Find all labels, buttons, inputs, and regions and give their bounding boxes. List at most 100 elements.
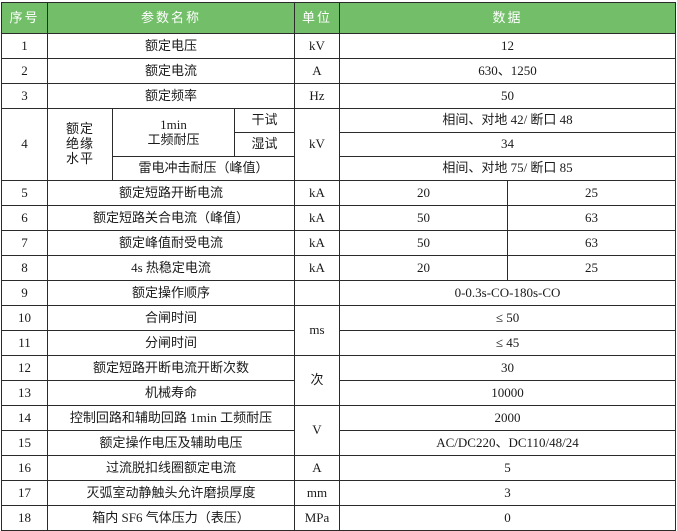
row-unit: kV <box>294 33 340 59</box>
header-row: 序号 参数名称 单位 数据 <box>1 2 677 34</box>
row-data-a: 50 <box>339 230 508 256</box>
row-unit: MPa <box>294 505 340 531</box>
row-unit: A <box>294 58 340 84</box>
insulation-level-label: 额定 绝缘 水平 <box>47 108 113 181</box>
row-index: 8 <box>1 255 48 281</box>
table-row: 7 额定峰值耐受电流 kA 50 63 <box>1 230 677 256</box>
power-frequency-withstand-label: 1min 工频耐压 <box>112 108 235 157</box>
lightning-impulse-label: 雷电冲击耐压（峰值） <box>112 156 295 181</box>
row-parameter: 额定操作电压及辅助电压 <box>47 430 295 456</box>
row-unit: kA <box>294 255 340 281</box>
row-data: AC/DC220、DC110/48/24 <box>338 430 677 456</box>
insulation-level-line-2: 绝缘 <box>65 136 94 152</box>
row-parameter: 合闸时间 <box>47 305 295 331</box>
insulation-level-line-1: 额定 <box>65 121 94 137</box>
withstand-line-2: 工频耐压 <box>147 131 200 147</box>
row-data-b: 25 <box>506 180 677 206</box>
row-parameter: 箱内 SF6 气体压力（表压） <box>47 505 295 531</box>
row-index: 3 <box>1 83 48 109</box>
row-data-a: 20 <box>339 180 508 206</box>
row-index: 17 <box>1 480 48 506</box>
row-data: 0-0.3s-CO-180s-CO <box>338 280 677 306</box>
row-index: 13 <box>1 380 48 406</box>
row-data: 630、1250 <box>338 58 677 84</box>
row-unit: kA <box>294 180 340 206</box>
row-unit: kA <box>294 205 340 231</box>
row-index: 16 <box>1 455 48 481</box>
header-index: 序号 <box>1 2 48 34</box>
row-data: 相间、对地 75/ 断口 85 <box>338 156 677 181</box>
table-row: 6 额定短路关合电流（峰值） kA 50 63 <box>1 205 677 231</box>
table-row: 10 合闸时间 ms ≤ 50 <box>1 305 677 356</box>
row-index: 9 <box>1 280 48 306</box>
row-parameter: 分闸时间 <box>47 330 295 356</box>
row-data: 12 <box>338 33 677 59</box>
dry-test-label: 干试 <box>234 108 295 133</box>
table-body: 1 额定电压 kV 12 2 额定电流 A 630、1250 3 额定频率 Hz… <box>1 33 677 531</box>
row-parameter: 机械寿命 <box>47 380 295 406</box>
row-unit: ms <box>294 305 340 356</box>
table-row: 湿试 34 <box>2 132 677 157</box>
row-parameter: 额定频率 <box>47 83 295 109</box>
row-data: ≤ 45 <box>338 330 677 356</box>
table-row: 14 控制回路和辅助回路 1min 工频耐压 V 2000 <box>1 405 677 456</box>
row-index: 4 <box>1 108 48 181</box>
row-data-b: 63 <box>506 230 677 256</box>
row-data: 2000 <box>338 405 677 431</box>
insulation-level-line-3: 水平 <box>65 150 94 166</box>
row-data-b: 25 <box>506 255 677 281</box>
table-row: 15 额定操作电压及辅助电压 AC/DC220、DC110/48/24 <box>1 430 677 456</box>
row-data: ≤ 50 <box>338 305 677 331</box>
row-data: 0 <box>338 505 677 531</box>
row-parameter: 额定电压 <box>47 33 295 59</box>
row-unit: V <box>294 405 340 456</box>
table-header: 序号 参数名称 单位 数据 <box>1 2 677 34</box>
row-index: 7 <box>1 230 48 256</box>
table-row: 8 4s 热稳定电流 kA 20 25 <box>1 255 677 281</box>
row-data: 10000 <box>338 380 677 406</box>
table-row: 18 箱内 SF6 气体压力（表压） MPa 0 <box>1 505 677 531</box>
table-row: 4 额定 绝缘 水平 1min 工频耐压 干试 kV 相间、对地 42/ 断口 … <box>1 108 677 181</box>
header-data: 数据 <box>338 2 677 34</box>
row-unit: A <box>294 455 340 481</box>
row-unit: kA <box>294 230 340 256</box>
row-data: 相间、对地 42/ 断口 48 <box>338 108 677 133</box>
table-row: 11 分闸时间 ≤ 45 <box>1 330 677 356</box>
wet-test-label: 湿试 <box>234 132 295 157</box>
row-index: 1 <box>1 33 48 59</box>
header-unit: 单位 <box>294 2 340 34</box>
row-data-a: 50 <box>339 205 508 231</box>
row-parameter: 过流脱扣线圈额定电流 <box>47 455 295 481</box>
withstand-line-1: 1min <box>160 116 187 132</box>
row-index: 5 <box>1 180 48 206</box>
row-data-b: 63 <box>506 205 677 231</box>
row-data: 3 <box>338 480 677 506</box>
row-unit: kV <box>294 108 340 181</box>
row-parameter: 4s 热稳定电流 <box>47 255 295 281</box>
row-parameter: 额定短路开断电流 <box>47 180 295 206</box>
row-index: 14 <box>1 405 48 431</box>
row-index: 11 <box>1 330 48 356</box>
row-index: 18 <box>1 505 48 531</box>
table-row: 13 机械寿命 10000 <box>1 380 677 406</box>
row-parameter: 额定短路开断电流开断次数 <box>47 355 295 381</box>
row-parameter: 灭弧室动静触头允许磨损厚度 <box>47 480 295 506</box>
table-row: 16 过流脱扣线圈额定电流 A 5 <box>1 455 677 481</box>
table-row: 2 额定电流 A 630、1250 <box>1 58 677 84</box>
row-data-a: 20 <box>339 255 508 281</box>
table-row: 5 额定短路开断电流 kA 20 25 <box>1 180 677 206</box>
row-data: 50 <box>338 83 677 109</box>
row-unit <box>294 280 340 306</box>
row-index: 12 <box>1 355 48 381</box>
table-row: 17 灭弧室动静触头允许磨损厚度 mm 3 <box>1 480 677 506</box>
row-parameter: 额定操作顺序 <box>47 280 295 306</box>
row-unit: Hz <box>294 83 340 109</box>
table-row: 1 额定电压 kV 12 <box>1 33 677 59</box>
row-index: 10 <box>1 305 48 331</box>
table-row: 雷电冲击耐压（峰值） 相间、对地 75/ 断口 85 <box>2 156 677 181</box>
row-data: 5 <box>338 455 677 481</box>
row-data: 30 <box>338 355 677 381</box>
table-row: 9 额定操作顺序 0-0.3s-CO-180s-CO <box>1 280 677 306</box>
table-row: 3 额定频率 Hz 50 <box>1 83 677 109</box>
